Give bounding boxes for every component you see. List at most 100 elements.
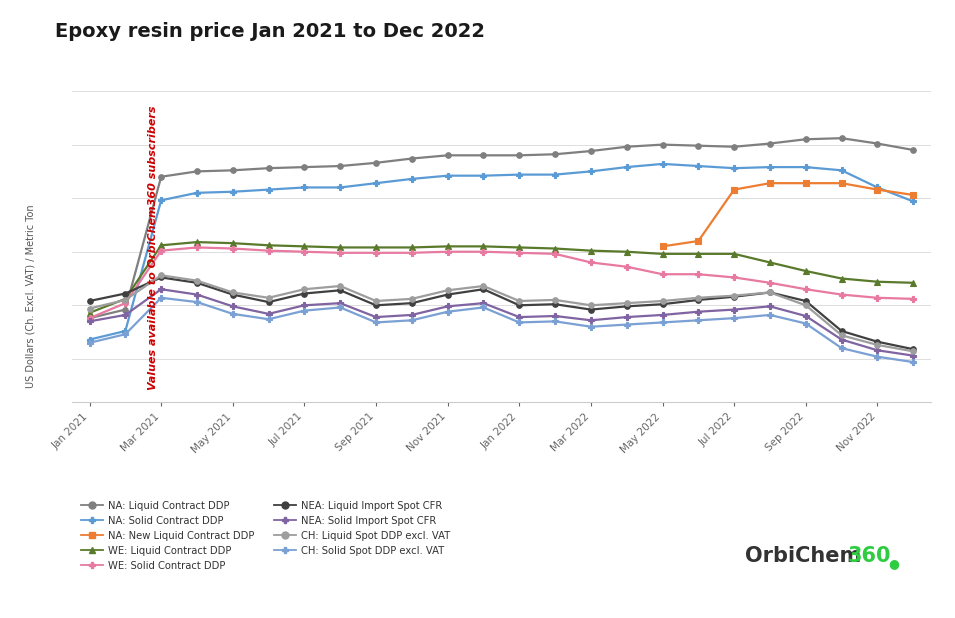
NEA: Liquid Import Spot CFR: (6, 1.61e+03): Liquid Import Spot CFR: (6, 1.61e+03) bbox=[299, 290, 310, 297]
NA: New Liquid Contract DDP: (18, 2.58e+03): New Liquid Contract DDP: (18, 2.58e+03) bbox=[729, 186, 740, 193]
NA: Liquid Contract DDP: (16, 3e+03): Liquid Contract DDP: (16, 3e+03) bbox=[657, 141, 668, 148]
NA: Solid Contract DDP: (11, 2.71e+03): Solid Contract DDP: (11, 2.71e+03) bbox=[478, 172, 489, 179]
NEA: Solid Import Spot CFR: (3, 1.6e+03): Solid Import Spot CFR: (3, 1.6e+03) bbox=[191, 291, 202, 298]
WE: Solid Contract DDP: (18, 1.76e+03): Solid Contract DDP: (18, 1.76e+03) bbox=[729, 274, 740, 281]
NEA: Liquid Import Spot CFR: (15, 1.49e+03): Liquid Import Spot CFR: (15, 1.49e+03) bbox=[621, 303, 632, 310]
CH: Liquid Spot DDP excl. VAT: (4, 1.62e+03): Liquid Spot DDP excl. VAT: (4, 1.62e+03) bbox=[227, 289, 239, 296]
WE: Liquid Contract DDP: (2, 2.06e+03): Liquid Contract DDP: (2, 2.06e+03) bbox=[156, 242, 167, 249]
NEA: Solid Import Spot CFR: (6, 1.5e+03): Solid Import Spot CFR: (6, 1.5e+03) bbox=[299, 302, 310, 309]
NA: Solid Contract DDP: (7, 2.6e+03): Solid Contract DDP: (7, 2.6e+03) bbox=[334, 184, 346, 191]
NEA: Solid Import Spot CFR: (7, 1.52e+03): Solid Import Spot CFR: (7, 1.52e+03) bbox=[334, 300, 346, 307]
WE: Liquid Contract DDP: (20, 1.82e+03): Liquid Contract DDP: (20, 1.82e+03) bbox=[800, 268, 812, 275]
NEA: Liquid Import Spot CFR: (3, 1.71e+03): Liquid Import Spot CFR: (3, 1.71e+03) bbox=[191, 279, 202, 287]
WE: Liquid Contract DDP: (5, 2.06e+03): Liquid Contract DDP: (5, 2.06e+03) bbox=[263, 242, 274, 249]
NEA: Solid Import Spot CFR: (15, 1.39e+03): Solid Import Spot CFR: (15, 1.39e+03) bbox=[621, 313, 632, 321]
CH: Solid Spot DDP excl. VAT: (13, 1.35e+03): Solid Spot DDP excl. VAT: (13, 1.35e+03) bbox=[549, 318, 561, 325]
CH: Solid Spot DDP excl. VAT: (2, 1.57e+03): Solid Spot DDP excl. VAT: (2, 1.57e+03) bbox=[156, 294, 167, 302]
NA: Solid Contract DDP: (16, 2.82e+03): Solid Contract DDP: (16, 2.82e+03) bbox=[657, 160, 668, 167]
CH: Solid Spot DDP excl. VAT: (15, 1.32e+03): Solid Spot DDP excl. VAT: (15, 1.32e+03) bbox=[621, 321, 632, 328]
NEA: Solid Import Spot CFR: (4, 1.49e+03): Solid Import Spot CFR: (4, 1.49e+03) bbox=[227, 303, 239, 310]
NA: Liquid Contract DDP: (2, 2.7e+03): Liquid Contract DDP: (2, 2.7e+03) bbox=[156, 173, 167, 180]
NEA: Liquid Import Spot CFR: (13, 1.51e+03): Liquid Import Spot CFR: (13, 1.51e+03) bbox=[549, 300, 561, 308]
CH: Liquid Spot DDP excl. VAT: (0, 1.47e+03): Liquid Spot DDP excl. VAT: (0, 1.47e+03) bbox=[84, 305, 96, 312]
NEA: Solid Import Spot CFR: (13, 1.4e+03): Solid Import Spot CFR: (13, 1.4e+03) bbox=[549, 312, 561, 320]
WE: Solid Contract DDP: (2, 2.01e+03): Solid Contract DDP: (2, 2.01e+03) bbox=[156, 247, 167, 255]
CH: Solid Spot DDP excl. VAT: (22, 1.02e+03): Solid Spot DDP excl. VAT: (22, 1.02e+03) bbox=[872, 353, 883, 360]
CH: Liquid Spot DDP excl. VAT: (21, 1.22e+03): Liquid Spot DDP excl. VAT: (21, 1.22e+03… bbox=[836, 332, 847, 339]
WE: Liquid Contract DDP: (9, 2.04e+03): Liquid Contract DDP: (9, 2.04e+03) bbox=[406, 243, 417, 251]
NA: Solid Contract DDP: (3, 2.55e+03): Solid Contract DDP: (3, 2.55e+03) bbox=[191, 189, 202, 197]
NA: Liquid Contract DDP: (22, 3.01e+03): Liquid Contract DDP: (22, 3.01e+03) bbox=[872, 140, 883, 147]
NEA: Solid Import Spot CFR: (5, 1.42e+03): Solid Import Spot CFR: (5, 1.42e+03) bbox=[263, 310, 274, 318]
NA: Solid Contract DDP: (14, 2.75e+03): Solid Contract DDP: (14, 2.75e+03) bbox=[585, 167, 597, 175]
WE: Solid Contract DDP: (6, 2e+03): Solid Contract DDP: (6, 2e+03) bbox=[299, 248, 310, 255]
Line: NEA: Solid Import Spot CFR: NEA: Solid Import Spot CFR bbox=[86, 286, 917, 359]
NA: Liquid Contract DDP: (5, 2.78e+03): Liquid Contract DDP: (5, 2.78e+03) bbox=[263, 164, 274, 172]
NA: Solid Contract DDP: (0, 1.18e+03): Solid Contract DDP: (0, 1.18e+03) bbox=[84, 336, 96, 343]
NA: Solid Contract DDP: (8, 2.64e+03): Solid Contract DDP: (8, 2.64e+03) bbox=[371, 179, 382, 187]
CH: Solid Spot DDP excl. VAT: (6, 1.45e+03): Solid Spot DDP excl. VAT: (6, 1.45e+03) bbox=[299, 307, 310, 315]
NEA: Liquid Import Spot CFR: (1, 1.61e+03): Liquid Import Spot CFR: (1, 1.61e+03) bbox=[119, 290, 131, 297]
CH: Liquid Spot DDP excl. VAT: (9, 1.56e+03): Liquid Spot DDP excl. VAT: (9, 1.56e+03) bbox=[406, 295, 417, 303]
NA: Solid Contract DDP: (2, 2.48e+03): Solid Contract DDP: (2, 2.48e+03) bbox=[156, 197, 167, 204]
NA: Solid Contract DDP: (20, 2.79e+03): Solid Contract DDP: (20, 2.79e+03) bbox=[800, 163, 812, 171]
NEA: Liquid Import Spot CFR: (0, 1.54e+03): Liquid Import Spot CFR: (0, 1.54e+03) bbox=[84, 297, 96, 305]
NA: Solid Contract DDP: (6, 2.6e+03): Solid Contract DDP: (6, 2.6e+03) bbox=[299, 184, 310, 191]
NA: Liquid Contract DDP: (1, 1.46e+03): Liquid Contract DDP: (1, 1.46e+03) bbox=[119, 306, 131, 313]
CH: Liquid Spot DDP excl. VAT: (14, 1.5e+03): Liquid Spot DDP excl. VAT: (14, 1.5e+03) bbox=[585, 302, 597, 309]
Line: CH: Liquid Spot DDP excl. VAT: CH: Liquid Spot DDP excl. VAT bbox=[87, 273, 916, 354]
NA: Solid Contract DDP: (18, 2.78e+03): Solid Contract DDP: (18, 2.78e+03) bbox=[729, 164, 740, 172]
WE: Solid Contract DDP: (12, 1.99e+03): Solid Contract DDP: (12, 1.99e+03) bbox=[514, 249, 525, 256]
CH: Solid Spot DDP excl. VAT: (20, 1.33e+03): Solid Spot DDP excl. VAT: (20, 1.33e+03) bbox=[800, 320, 812, 327]
WE: Solid Contract DDP: (4, 2.03e+03): Solid Contract DDP: (4, 2.03e+03) bbox=[227, 245, 239, 252]
Line: NA: Liquid Contract DDP: NA: Liquid Contract DDP bbox=[87, 135, 916, 321]
NEA: Liquid Import Spot CFR: (20, 1.54e+03): Liquid Import Spot CFR: (20, 1.54e+03) bbox=[800, 297, 812, 305]
WE: Liquid Contract DDP: (10, 2.05e+03): Liquid Contract DDP: (10, 2.05e+03) bbox=[442, 243, 454, 250]
WE: Liquid Contract DDP: (13, 2.03e+03): Liquid Contract DDP: (13, 2.03e+03) bbox=[549, 245, 561, 252]
NA: Liquid Contract DDP: (7, 2.8e+03): Liquid Contract DDP: (7, 2.8e+03) bbox=[334, 163, 346, 170]
NA: New Liquid Contract DDP: (20, 2.64e+03): New Liquid Contract DDP: (20, 2.64e+03) bbox=[800, 179, 812, 187]
NA: Solid Contract DDP: (9, 2.68e+03): Solid Contract DDP: (9, 2.68e+03) bbox=[406, 175, 417, 182]
WE: Solid Contract DDP: (1, 1.52e+03): Solid Contract DDP: (1, 1.52e+03) bbox=[119, 300, 131, 307]
CH: Solid Spot DDP excl. VAT: (10, 1.44e+03): Solid Spot DDP excl. VAT: (10, 1.44e+03) bbox=[442, 308, 454, 315]
WE: Liquid Contract DDP: (23, 1.71e+03): Liquid Contract DDP: (23, 1.71e+03) bbox=[907, 279, 919, 287]
NEA: Solid Import Spot CFR: (10, 1.49e+03): Solid Import Spot CFR: (10, 1.49e+03) bbox=[442, 303, 454, 310]
CH: Liquid Spot DDP excl. VAT: (17, 1.57e+03): Liquid Spot DDP excl. VAT: (17, 1.57e+03… bbox=[692, 294, 704, 302]
NEA: Liquid Import Spot CFR: (19, 1.62e+03): Liquid Import Spot CFR: (19, 1.62e+03) bbox=[764, 289, 775, 296]
NA: Solid Contract DDP: (12, 2.72e+03): Solid Contract DDP: (12, 2.72e+03) bbox=[514, 171, 525, 179]
NA: Liquid Contract DDP: (19, 3.01e+03): Liquid Contract DDP: (19, 3.01e+03) bbox=[764, 140, 775, 147]
WE: Liquid Contract DDP: (6, 2.05e+03): Liquid Contract DDP: (6, 2.05e+03) bbox=[299, 243, 310, 250]
CH: Solid Spot DDP excl. VAT: (12, 1.34e+03): Solid Spot DDP excl. VAT: (12, 1.34e+03) bbox=[514, 319, 525, 326]
Line: WE: Liquid Contract DDP: WE: Liquid Contract DDP bbox=[86, 239, 917, 316]
Line: WE: Solid Contract DDP: WE: Solid Contract DDP bbox=[86, 244, 917, 321]
NA: Liquid Contract DDP: (9, 2.87e+03): Liquid Contract DDP: (9, 2.87e+03) bbox=[406, 155, 417, 163]
CH: Liquid Spot DDP excl. VAT: (6, 1.65e+03): Liquid Spot DDP excl. VAT: (6, 1.65e+03) bbox=[299, 286, 310, 293]
NEA: Solid Import Spot CFR: (2, 1.65e+03): Solid Import Spot CFR: (2, 1.65e+03) bbox=[156, 286, 167, 293]
NEA: Solid Import Spot CFR: (22, 1.08e+03): Solid Import Spot CFR: (22, 1.08e+03) bbox=[872, 347, 883, 354]
CH: Solid Spot DDP excl. VAT: (16, 1.34e+03): Solid Spot DDP excl. VAT: (16, 1.34e+03) bbox=[657, 319, 668, 326]
NEA: Solid Import Spot CFR: (19, 1.49e+03): Solid Import Spot CFR: (19, 1.49e+03) bbox=[764, 303, 775, 310]
WE: Solid Contract DDP: (15, 1.86e+03): Solid Contract DDP: (15, 1.86e+03) bbox=[621, 263, 632, 271]
NA: Solid Contract DDP: (19, 2.79e+03): Solid Contract DDP: (19, 2.79e+03) bbox=[764, 163, 775, 171]
WE: Liquid Contract DDP: (15, 2e+03): Liquid Contract DDP: (15, 2e+03) bbox=[621, 248, 632, 255]
CH: Liquid Spot DDP excl. VAT: (1, 1.55e+03): Liquid Spot DDP excl. VAT: (1, 1.55e+03) bbox=[119, 296, 131, 303]
CH: Liquid Spot DDP excl. VAT: (3, 1.73e+03): Liquid Spot DDP excl. VAT: (3, 1.73e+03) bbox=[191, 277, 202, 284]
CH: Solid Spot DDP excl. VAT: (0, 1.15e+03): Solid Spot DDP excl. VAT: (0, 1.15e+03) bbox=[84, 339, 96, 347]
CH: Solid Spot DDP excl. VAT: (3, 1.53e+03): Solid Spot DDP excl. VAT: (3, 1.53e+03) bbox=[191, 298, 202, 306]
NA: Liquid Contract DDP: (20, 3.05e+03): Liquid Contract DDP: (20, 3.05e+03) bbox=[800, 135, 812, 143]
CH: Solid Spot DDP excl. VAT: (9, 1.36e+03): Solid Spot DDP excl. VAT: (9, 1.36e+03) bbox=[406, 316, 417, 324]
CH: Liquid Spot DDP excl. VAT: (13, 1.55e+03): Liquid Spot DDP excl. VAT: (13, 1.55e+03… bbox=[549, 296, 561, 303]
NEA: Solid Import Spot CFR: (11, 1.52e+03): Solid Import Spot CFR: (11, 1.52e+03) bbox=[478, 300, 489, 307]
WE: Solid Contract DDP: (9, 1.99e+03): Solid Contract DDP: (9, 1.99e+03) bbox=[406, 249, 417, 256]
WE: Liquid Contract DDP: (16, 1.98e+03): Liquid Contract DDP: (16, 1.98e+03) bbox=[657, 250, 668, 258]
NA: Liquid Contract DDP: (12, 2.9e+03): Liquid Contract DDP: (12, 2.9e+03) bbox=[514, 151, 525, 159]
CH: Solid Spot DDP excl. VAT: (21, 1.1e+03): Solid Spot DDP excl. VAT: (21, 1.1e+03) bbox=[836, 344, 847, 352]
WE: Solid Contract DDP: (14, 1.9e+03): Solid Contract DDP: (14, 1.9e+03) bbox=[585, 259, 597, 266]
Text: Epoxy resin price Jan 2021 to Dec 2022: Epoxy resin price Jan 2021 to Dec 2022 bbox=[55, 22, 485, 41]
CH: Solid Spot DDP excl. VAT: (14, 1.3e+03): Solid Spot DDP excl. VAT: (14, 1.3e+03) bbox=[585, 323, 597, 331]
WE: Liquid Contract DDP: (21, 1.75e+03): Liquid Contract DDP: (21, 1.75e+03) bbox=[836, 275, 847, 282]
NEA: Solid Import Spot CFR: (23, 1.03e+03): Solid Import Spot CFR: (23, 1.03e+03) bbox=[907, 352, 919, 359]
NA: Liquid Contract DDP: (23, 2.95e+03): Liquid Contract DDP: (23, 2.95e+03) bbox=[907, 146, 919, 154]
NEA: Liquid Import Spot CFR: (10, 1.6e+03): Liquid Import Spot CFR: (10, 1.6e+03) bbox=[442, 291, 454, 298]
CH: Liquid Spot DDP excl. VAT: (11, 1.68e+03): Liquid Spot DDP excl. VAT: (11, 1.68e+03… bbox=[478, 282, 489, 290]
